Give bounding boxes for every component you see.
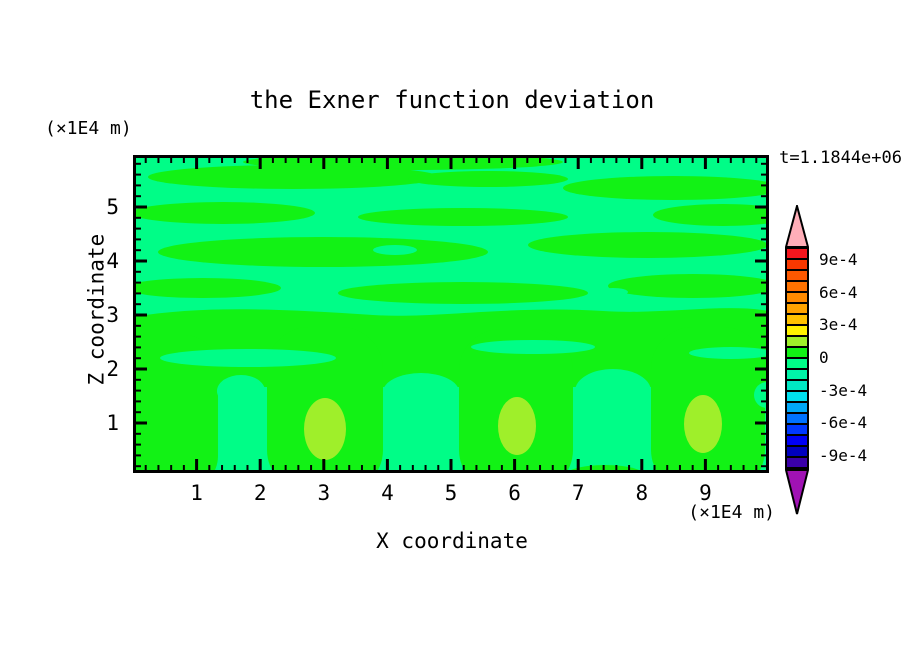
x-axis-title: X coordinate: [376, 529, 528, 553]
updraft-core-x3: [304, 398, 346, 460]
under-range-arrow-shape: [785, 469, 809, 515]
y-axis-unit-label: (×1E4 m): [45, 118, 132, 139]
z-axis-title: Z coordinate: [84, 233, 109, 386]
over-range-arrow-shape: [785, 205, 809, 248]
colorbar-segment-9e-4: [787, 258, 807, 269]
colorbar-segment--2e-4: [787, 379, 807, 390]
colorbar: 9e-4 6e-4 3e-4 0 -3e-4 -6e-4 -9e-4: [785, 205, 904, 517]
colorbar-over-range-arrow: [785, 205, 809, 248]
colorbar-segment-1e-4: [787, 346, 807, 357]
y-tick-label: 3: [106, 303, 119, 327]
colorbar-segment-0e-4: [787, 357, 807, 368]
colorbar-tick-label: 3e-4: [819, 315, 858, 335]
colorbar-tick-label: -9e-4: [819, 446, 868, 466]
colorbar-segment-6e-4: [787, 291, 807, 302]
updraft-core-x9: [684, 395, 722, 453]
y-tick-label: 1: [106, 411, 119, 435]
axis-frame-and-ticks: [133, 155, 769, 473]
colorbar-segment-8e-4: [787, 269, 807, 280]
colorbar-segment--8e-4: [787, 445, 807, 456]
colorbar-segment-3e-4: [787, 324, 807, 335]
x-tick-label: 5: [444, 481, 458, 505]
contour-field: [133, 155, 769, 473]
background-wisps: [160, 245, 769, 413]
colorbar-segment--7e-4: [787, 434, 807, 445]
colorbar-segment-4e-4: [787, 313, 807, 324]
colorbar-under-range-arrow: [785, 469, 809, 515]
colorbar-segment--1e-4: [787, 368, 807, 379]
colorbar-segment-5e-4: [787, 302, 807, 313]
y-tick-label: 4: [106, 249, 119, 273]
colorbar-segment--9e-4: [787, 456, 807, 467]
x-tick-label: 9: [699, 481, 712, 505]
plot-area: [133, 155, 769, 473]
updraft-cores: [304, 395, 722, 460]
chart-title: the Exner function deviation: [249, 86, 655, 114]
y-tick-label: 5: [106, 195, 119, 219]
colorbar-segment-7e-4: [787, 280, 807, 291]
x-tick-label: 8: [635, 481, 649, 505]
colorbar-tick-label: -3e-4: [819, 380, 868, 400]
x-tick-label: 6: [508, 481, 521, 505]
colorbar-tick-label: -6e-4: [819, 413, 868, 433]
x-tick-label: 7: [571, 481, 585, 505]
colorbar-segment-2e-4: [787, 335, 807, 346]
time-annotation: t=1.1844e+06: [779, 148, 902, 168]
colorbar-tick-label: 6e-4: [819, 282, 858, 302]
updraft-core-x6: [498, 397, 536, 455]
x-tick-label: 2: [253, 481, 267, 505]
x-tick-label: 4: [381, 481, 394, 505]
colorbar-segment--4e-4: [787, 401, 807, 412]
colorbar-tick-label: 0: [819, 348, 829, 367]
colorbar-segment--5e-4: [787, 412, 807, 423]
x-tick-label: 3: [317, 481, 331, 505]
x-tick-label: 1: [190, 481, 203, 505]
colorbar-tick-label: 9e-4: [819, 249, 858, 269]
x-axis-unit-label: (×1E4 m): [688, 502, 775, 523]
plot-frame: [133, 155, 769, 473]
colorbar-segment--6e-4: [787, 423, 807, 434]
colorbar-segment-10e-4: [787, 249, 807, 258]
colorbar-segments: [785, 247, 809, 469]
colorbar-segment--3e-4: [787, 390, 807, 401]
y-tick-label: 2: [106, 357, 119, 381]
